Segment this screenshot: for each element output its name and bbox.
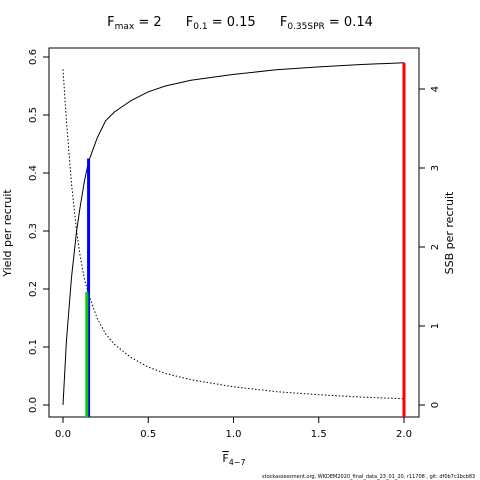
f01-value: = 0.15 (207, 15, 256, 30)
x-tick-label: 0.5 (140, 429, 156, 440)
x-tick-label: 0.0 (55, 429, 71, 440)
y-tick-label: 0.2 (28, 281, 39, 297)
title-f01: F0.1 = 0.15 (185, 15, 256, 32)
f01-label: F (185, 15, 194, 30)
y-tick-label: 0.5 (28, 107, 39, 123)
x-tick-label: 1.0 (226, 429, 242, 440)
y-right-tick-label: 2 (430, 244, 441, 250)
y-tick-label: 0.1 (28, 339, 39, 355)
y-right-tick-label: 3 (430, 165, 441, 171)
x-axis-label: F4−7 (222, 452, 245, 467)
fmax-sub: max (114, 22, 135, 32)
fmax-label: F (107, 15, 115, 30)
y-tick-label: 0.0 (28, 397, 39, 413)
y-right-tick-label: 0 (430, 402, 441, 408)
y-tick-label: 0.6 (28, 49, 39, 65)
fspr-label: F (279, 15, 288, 30)
fmax-value: = 2 (134, 15, 162, 30)
f01-sub: 0.1 (193, 22, 208, 32)
ssb-per-recruit-line (62, 69, 405, 400)
footer-source: stockassessment.org, WKDEM2020_final_dat… (262, 474, 476, 480)
y-axis-label: Yield per recruit (1, 189, 14, 278)
plot-frame (48, 47, 420, 418)
chart-title: Fmax = 2 F0.1 = 0.15 F0.35SPR = 0.14 (0, 15, 480, 32)
yield-per-recruit-line (62, 62, 405, 406)
y-tick-label: 0.3 (28, 223, 39, 239)
fspr-sub: 0.35SPR (287, 22, 325, 32)
fspr-value: = 0.14 (324, 15, 373, 30)
y-right-tick-label: 4 (430, 86, 441, 92)
title-fspr: F0.35SPR = 0.14 (279, 15, 373, 32)
y-tick-label: 0.4 (28, 165, 39, 181)
x-axis-label-sub: 4−7 (229, 458, 246, 467)
x-axis-label-main: F (222, 452, 228, 465)
x-tick-label: 1.5 (311, 429, 327, 440)
y-right-tick-label: 1 (430, 323, 441, 329)
x-tick-label: 2.0 (396, 429, 412, 440)
title-fmax: Fmax = 2 (107, 15, 162, 32)
y-right-axis-label: SSB per recruit (443, 191, 456, 274)
